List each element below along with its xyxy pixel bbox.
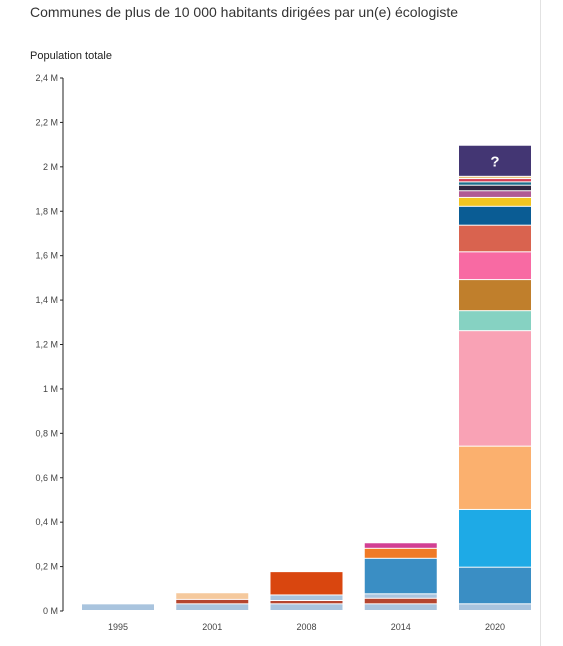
bar-segment[interactable] [459, 145, 531, 176]
bar-segment[interactable] [364, 598, 437, 604]
y-tick-label: 0 M [43, 606, 58, 616]
y-axis-ticks: 0 M 0,2 M 0,4 M 0,6 M 0,8 M 1 M 1,2 M 1,4 M 1,6 … [35, 73, 63, 616]
y-tick-label: 1,4 M [35, 295, 58, 305]
y-tick-label: 2 M [43, 162, 58, 172]
bar-segment[interactable] [270, 595, 343, 601]
y-tick-label: 1,2 M [35, 340, 58, 350]
x-tick-label: 2001 [202, 622, 222, 632]
bar-segment[interactable] [82, 604, 154, 610]
bar-segment[interactable] [364, 594, 437, 598]
bars: ? [82, 145, 531, 610]
bar-segment[interactable] [270, 601, 343, 604]
unknown-segment-label: ? [490, 153, 499, 170]
bar-segment[interactable] [270, 604, 343, 610]
bar-segment[interactable] [459, 225, 531, 252]
bar-segment[interactable] [459, 252, 531, 280]
bar-segment[interactable] [459, 280, 531, 311]
bar-segment[interactable] [364, 604, 437, 610]
y-tick-label: 0,6 M [35, 473, 58, 483]
bar-segment[interactable] [364, 543, 437, 548]
bar-segment[interactable] [176, 599, 249, 604]
bar-segment[interactable] [459, 191, 531, 197]
y-tick-label: 1,8 M [35, 206, 58, 216]
y-tick-label: 2,4 M [35, 73, 58, 83]
bar-segment[interactable] [459, 509, 531, 567]
panel-border [540, 0, 541, 646]
bar-segment[interactable] [459, 446, 531, 509]
chart-title: Communes de plus de 10 000 habitants dir… [30, 4, 459, 20]
bar-segment[interactable] [270, 572, 343, 595]
bar-segment[interactable] [459, 567, 531, 604]
bar-segment[interactable] [459, 311, 531, 331]
y-tick-label: 1,6 M [35, 251, 58, 261]
bar-segment[interactable] [459, 331, 531, 446]
bar-segment[interactable] [459, 197, 531, 206]
x-tick-label: 2020 [485, 622, 505, 632]
bar-segment[interactable] [459, 179, 531, 182]
bar-segment[interactable] [176, 604, 249, 610]
bar-segment[interactable] [176, 593, 249, 599]
y-tick-label: 0,8 M [35, 428, 58, 438]
bar-segment[interactable] [459, 206, 531, 225]
x-tick-label: 1995 [108, 622, 128, 632]
bar-segment[interactable] [364, 558, 437, 594]
y-tick-label: 0,2 M [35, 562, 58, 572]
x-tick-label: 2008 [296, 622, 316, 632]
x-tick-label: 2014 [391, 622, 411, 632]
bar-segment[interactable] [459, 176, 531, 179]
bar-segment[interactable] [459, 182, 531, 185]
y-tick-label: 2,2 M [35, 117, 58, 127]
bar-segment[interactable] [364, 548, 437, 558]
y-axis-label: Population totale [30, 50, 112, 62]
x-axis-ticks: 1995 2001 2008 2014 2020 [108, 622, 505, 632]
bar-segment[interactable] [459, 185, 531, 191]
y-tick-label: 0,4 M [35, 517, 58, 527]
bar-segment[interactable] [459, 604, 531, 610]
y-tick-label: 1 M [43, 384, 58, 394]
